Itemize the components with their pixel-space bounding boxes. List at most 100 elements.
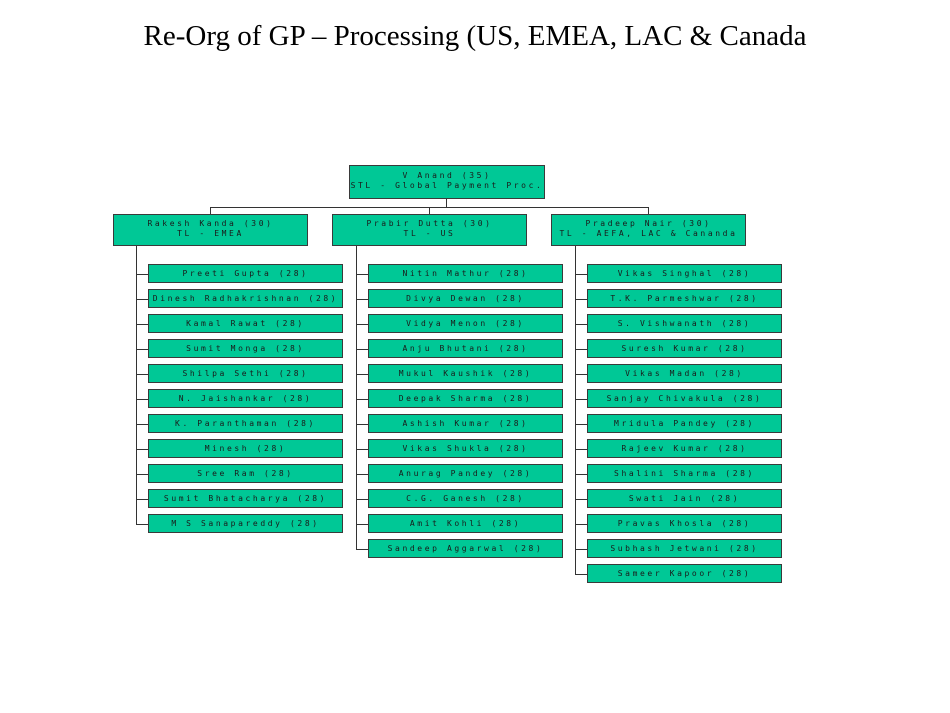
connector-branch [575,473,587,475]
connector-branch [356,373,368,375]
member-label: Deepak Sharma (28) [398,394,533,403]
connector-branch [575,398,587,400]
member-label: Mukul Kaushik (28) [398,369,533,378]
member-box: Sanjay Chivakula (28) [587,389,782,408]
member-label: Dinesh Radhakrishnan (28) [152,294,339,303]
member-label: Shilpa Sethi (28) [182,369,309,378]
member-label: C.G. Ganesh (28) [406,494,525,503]
connector-branch [356,273,368,275]
member-box: Vikas Madan (28) [587,364,782,383]
member-label: N. Jaishankar (28) [178,394,313,403]
member-label: Preeti Gupta (28) [182,269,309,278]
member-box: S. Vishwanath (28) [587,314,782,333]
connector-branch [136,273,148,275]
connector-branch [356,323,368,325]
member-box: Deepak Sharma (28) [368,389,563,408]
member-box: M S Sanapareddy (28) [148,514,343,533]
member-box: Minesh (28) [148,439,343,458]
connector-branch [136,323,148,325]
member-box: Mridula Pandey (28) [587,414,782,433]
member-label: Vikas Madan (28) [625,369,744,378]
connector-branch [575,273,587,275]
member-label: Anju Bhutani (28) [402,344,529,353]
connector-branch [356,498,368,500]
member-label: Minesh (28) [204,444,287,453]
member-label: Ashish Kumar (28) [402,419,529,428]
member-label: M S Sanapareddy (28) [171,519,320,528]
connector-lead-3-up [648,207,649,215]
member-box: Sree Ram (28) [148,464,343,483]
member-box: Anurag Pandey (28) [368,464,563,483]
member-label: Sumit Monga (28) [186,344,305,353]
lead-box-us: Prabir Dutta (30) TL - US [332,214,527,246]
member-box: Kamal Rawat (28) [148,314,343,333]
root-name: V Anand (35) [402,171,492,180]
member-label: Sree Ram (28) [197,469,294,478]
lead-name: Prabir Dutta (30) [366,219,493,228]
member-label: Subhash Jetwani (28) [610,544,759,553]
member-label: Sanjay Chivakula (28) [606,394,763,403]
connector-branch [575,348,587,350]
member-label: Suresh Kumar (28) [621,344,748,353]
connector-trunk [575,246,576,575]
member-box: Sameer Kapoor (28) [587,564,782,583]
connector-branch [575,423,587,425]
connector-lead-1-up [210,207,211,215]
member-label: Mridula Pandey (28) [614,419,755,428]
member-label: Vidya Menon (28) [406,319,525,328]
member-box: Rajeev Kumar (28) [587,439,782,458]
member-box: Dinesh Radhakrishnan (28) [148,289,343,308]
member-box: Amit Kohli (28) [368,514,563,533]
member-label: S. Vishwanath (28) [617,319,752,328]
member-box: Mukul Kaushik (28) [368,364,563,383]
connector-branch [575,298,587,300]
lead-name: Rakesh Kanda (30) [147,219,274,228]
lead-box-aefa: Pradeep Nair (30) TL - AEFA, LAC & Canan… [551,214,746,246]
connector-branch [136,348,148,350]
lead-name: Pradeep Nair (30) [585,219,712,228]
connector-branch [356,473,368,475]
member-box: Sumit Bhatacharya (28) [148,489,343,508]
connector-branch [356,348,368,350]
member-box: Sumit Monga (28) [148,339,343,358]
member-label: Kamal Rawat (28) [186,319,305,328]
connector-branch [575,373,587,375]
member-label: Shalini Sharma (28) [614,469,755,478]
member-label: Sameer Kapoor (28) [617,569,752,578]
member-box: Vikas Singhal (28) [587,264,782,283]
connector-root-down [446,198,447,207]
member-box: Vidya Menon (28) [368,314,563,333]
lead-box-emea: Rakesh Kanda (30) TL - EMEA [113,214,308,246]
connector-trunk [136,246,137,525]
connector-branch [356,548,368,550]
lead-role: TL - AEFA, LAC & Cananda [559,229,738,238]
member-box: Swati Jain (28) [587,489,782,508]
member-label: T.K. Parmeshwar (28) [610,294,759,303]
member-label: Vikas Shukla (28) [402,444,529,453]
member-box: Anju Bhutani (28) [368,339,563,358]
member-box: N. Jaishankar (28) [148,389,343,408]
connector-branch [136,423,148,425]
root-role: STL - Global Payment Proc. [350,181,544,190]
connector-branch [136,298,148,300]
connector-branch [136,373,148,375]
connector-branch [136,473,148,475]
lead-role: TL - EMEA [177,229,244,238]
member-box: Divya Dewan (28) [368,289,563,308]
member-label: Anurag Pandey (28) [398,469,533,478]
member-box: Shalini Sharma (28) [587,464,782,483]
member-box: Suresh Kumar (28) [587,339,782,358]
connector-branch [356,298,368,300]
connector-branch [136,498,148,500]
member-label: Pravas Khosla (28) [617,519,752,528]
connector-trunk [356,246,357,550]
member-label: Swati Jain (28) [628,494,741,503]
connector-branch [356,398,368,400]
connector-lead-2-up [429,207,430,215]
member-box: Subhash Jetwani (28) [587,539,782,558]
member-label: Nitin Mathur (28) [402,269,529,278]
member-box: T.K. Parmeshwar (28) [587,289,782,308]
lead-role: TL - US [403,229,456,238]
connector-branch [136,398,148,400]
slide-title: Re-Org of GP – Processing (US, EMEA, LAC… [143,20,807,52]
